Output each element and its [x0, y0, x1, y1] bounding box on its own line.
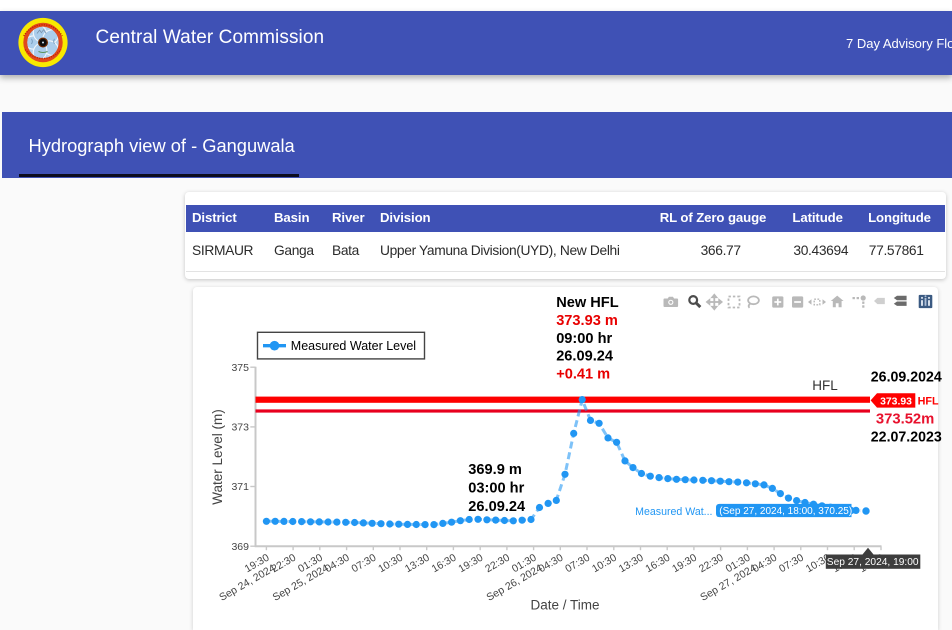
svg-text:01:30Sep 27, 2024: 01:30Sep 27, 2024 — [692, 552, 758, 604]
svg-text:373.52m: 373.52m — [876, 411, 934, 427]
svg-text:10:30: 10:30 — [590, 552, 619, 576]
svg-text:Water Level (m): Water Level (m) — [210, 409, 225, 505]
svg-text:+0.41 m: +0.41 m — [556, 367, 610, 383]
svg-text:07:30: 07:30 — [350, 552, 379, 576]
svg-text:16:30: 16:30 — [643, 552, 672, 576]
svg-text:04:30: 04:30 — [537, 552, 566, 576]
svg-text:369.9 m: 369.9 m — [468, 462, 522, 478]
svg-text:HFL: HFL — [918, 396, 939, 408]
svg-text:16:30: 16:30 — [430, 552, 459, 576]
svg-text:10:30: 10:30 — [376, 552, 405, 576]
svg-text:HFL: HFL — [812, 378, 838, 393]
svg-text:22:30: 22:30 — [697, 552, 726, 576]
svg-text:04:30: 04:30 — [750, 552, 779, 576]
svg-text:Measured Wat...: Measured Wat... — [635, 506, 712, 518]
svg-text:375: 375 — [231, 362, 249, 374]
svg-text:01:30Sep 26, 2024: 01:30Sep 26, 2024 — [478, 552, 544, 604]
svg-text:22:30: 22:30 — [269, 552, 298, 576]
svg-text:26.09.24: 26.09.24 — [468, 499, 526, 515]
svg-text:19:30: 19:30 — [456, 552, 485, 576]
svg-text:19:30: 19:30 — [670, 552, 699, 576]
svg-text:04:30: 04:30 — [323, 552, 352, 576]
svg-text:Date / Time: Date / Time — [530, 598, 599, 613]
svg-text:26.09.24: 26.09.24 — [556, 349, 614, 365]
svg-text:01:30Sep 25, 2024: 01:30Sep 25, 2024 — [265, 552, 331, 604]
svg-text:Sep 27, 2024, 19:00: Sep 27, 2024, 19:00 — [827, 557, 919, 568]
svg-text:22:30: 22:30 — [483, 552, 512, 576]
svg-text:03:00 hr: 03:00 hr — [468, 480, 524, 496]
svg-text:(Sep 27, 2024, 18:00, 370.25): (Sep 27, 2024, 18:00, 370.25) — [719, 506, 852, 517]
svg-text:07:30: 07:30 — [563, 552, 592, 576]
svg-text:373.93: 373.93 — [880, 396, 912, 407]
svg-text:26.09.2024: 26.09.2024 — [871, 370, 942, 386]
svg-text:19:30Sep 24, 2024: 19:30Sep 24, 2024 — [211, 552, 277, 604]
svg-text:New HFL: New HFL — [556, 295, 619, 311]
svg-text:373: 373 — [231, 422, 249, 434]
svg-text:Measured Water Level: Measured Water Level — [291, 339, 416, 353]
svg-text:13:30: 13:30 — [617, 552, 646, 576]
svg-text:369: 369 — [231, 541, 249, 553]
svg-text:371: 371 — [231, 481, 249, 493]
svg-text:22.07.2023: 22.07.2023 — [871, 430, 942, 446]
svg-text:13:30: 13:30 — [403, 552, 432, 576]
svg-text:09:00 hr: 09:00 hr — [556, 331, 612, 347]
svg-text:373.93 m: 373.93 m — [556, 313, 618, 329]
svg-text:07:30: 07:30 — [777, 552, 806, 576]
